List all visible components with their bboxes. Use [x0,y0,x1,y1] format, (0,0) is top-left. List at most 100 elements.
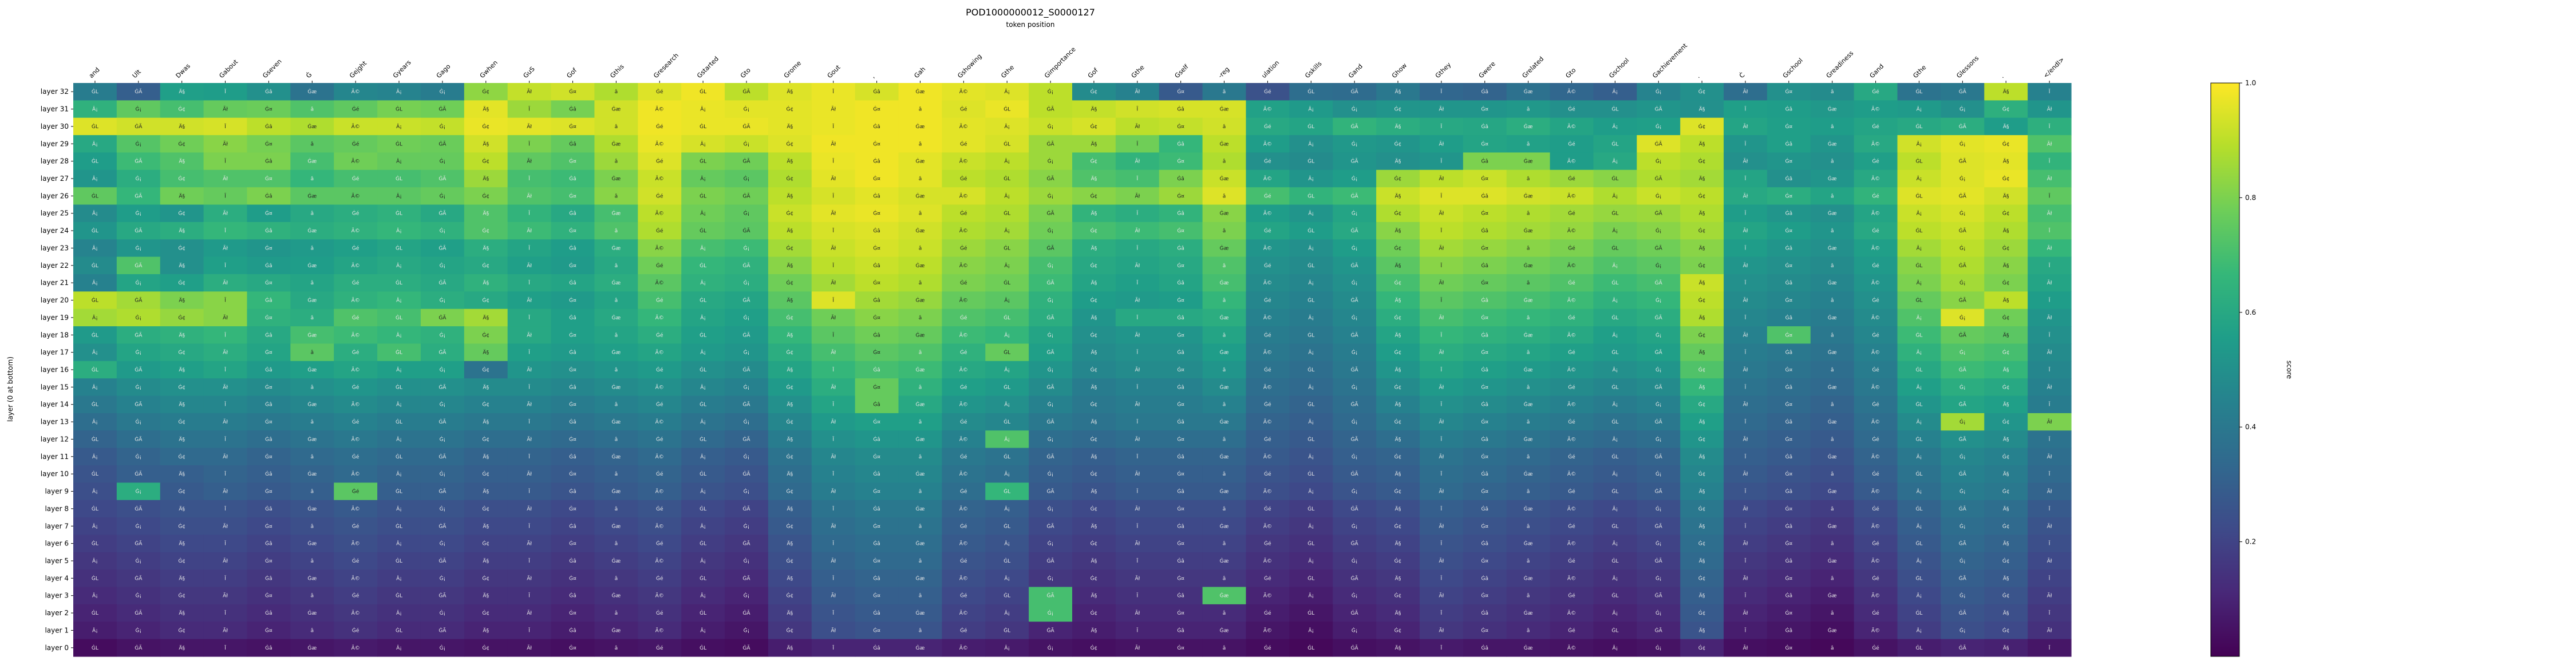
cell-glyph: Ġ¢ [482,263,489,269]
cell-glyph: Â¡ [1004,540,1010,547]
heatmap-cell [681,135,725,153]
heatmap-cell [942,413,986,431]
cell-glyph: Ã© [1567,298,1576,304]
cell-glyph: Ġé [1568,315,1575,321]
cell-glyph: Ġâ [1481,159,1489,165]
heatmap-cell [1941,256,1985,275]
cell-glyph: Ġâ [1177,350,1184,356]
heatmap-cell [420,100,465,118]
heatmap-cell [551,639,595,657]
heatmap-cell [1767,552,1811,570]
heatmap-cell [1637,239,1681,258]
heatmap-cell [1289,169,1333,188]
heatmap-cell [1897,587,1941,605]
cell-glyph: Ġ¢ [178,176,185,182]
heatmap-cell [1159,239,1203,258]
heatmap-cell [1029,500,1073,518]
heatmap-cell [1072,256,1116,275]
heatmap-cell [1724,291,1768,310]
heatmap-cell [1854,100,1898,118]
cell-glyph: â [1831,333,1834,338]
cell-glyph: Ġâ [265,228,272,234]
heatmap-cell [1984,100,2028,118]
heatmap-cell [290,569,334,588]
heatmap-cell [1810,448,1855,466]
cell-glyph: Ġ¢ [786,627,793,634]
cell-glyph: Ä§ [1395,541,1401,547]
heatmap-cell [898,100,942,118]
heatmap-cell [1072,378,1116,397]
cell-glyph: Ġ¢ [786,315,793,321]
x-tick-label: Gimportance [1043,45,1077,80]
heatmap-cell [1810,604,1855,622]
heatmap-cell [1072,326,1116,345]
y-axis-title: layer (0 at bottom) [6,357,14,422]
cell-glyph: Ġâ [873,367,880,373]
heatmap-cell [1115,169,1160,188]
heatmap-cell [1072,535,1116,553]
heatmap-cell [1202,552,1247,570]
heatmap-cell [1463,465,1507,483]
heatmap-cell [1376,152,1420,171]
heatmap-cell [247,413,291,431]
heatmap-cell [1419,604,1464,622]
cell-glyph: Ä§ [1395,89,1401,95]
heatmap-cell [1463,274,1507,292]
heatmap-cell [1550,239,1594,258]
cell-glyph: Â¡ [396,227,402,234]
cell-glyph: Ãł [1743,332,1748,338]
heatmap-cell [1159,100,1203,118]
heatmap-cell [2028,517,2072,536]
heatmap-cell [681,187,725,205]
cell-glyph: Ä§ [483,280,489,286]
cell-glyph: Ġ¢ [2002,627,2010,634]
heatmap-cell [681,274,725,292]
heatmap-cell [2028,378,2072,397]
x-tick-label: Gto [1564,66,1577,80]
heatmap-cell [73,552,117,570]
cell-glyph: Ãł [1135,506,1140,512]
heatmap-cell [1680,187,1724,205]
cell-glyph: Ä§ [2003,506,2009,512]
cell-glyph: ĠÃ [1655,280,1663,286]
heatmap-cell [290,639,334,657]
heatmap-cell [1202,135,1247,153]
cell-glyph: Ãł [527,645,532,651]
cell-glyph: Ī [1441,89,1443,95]
heatmap-cell [855,552,899,570]
heatmap-cell [942,100,986,118]
heatmap-cell [1115,622,1160,640]
heatmap-cell [811,587,856,605]
cell-glyph: Ī [832,471,834,477]
cell-glyph: Ġé [960,141,967,147]
cell-glyph: Ī [832,159,834,165]
heatmap-cell [594,448,638,466]
cell-glyph: Ġâ [265,332,272,338]
heatmap-cell [1419,378,1464,397]
heatmap-cell [2028,569,2072,588]
cell-glyph: Ãł [831,454,836,460]
heatmap-cell [507,239,552,258]
cell-glyph: ĠÃ [742,332,750,338]
cell-glyph: Ġæ [1524,402,1533,408]
heatmap-cell [551,117,595,136]
cell-glyph: â [1527,524,1530,529]
heatmap-cell [1550,482,1594,501]
cell-glyph: Ī [224,436,226,442]
cell-glyph: Ġ¡ [1352,141,1358,147]
heatmap-cell [985,430,1029,449]
cell-glyph: ĠL [92,575,98,581]
cell-glyph: ĠÃ [1351,471,1359,477]
heatmap-cell [1767,604,1811,622]
cell-glyph: Â¡ [700,557,706,564]
heatmap-cell [1289,308,1333,327]
cell-glyph: Â¡ [700,175,706,182]
heatmap-cell [768,204,812,223]
heatmap-cell [1246,169,1290,188]
cell-glyph: Ī [1136,280,1138,286]
heatmap-cell [290,622,334,640]
cell-glyph: Ãł [2047,280,2052,286]
heatmap-cell [1115,100,1160,118]
heatmap-cell [1376,100,1420,118]
heatmap-cell [290,291,334,310]
